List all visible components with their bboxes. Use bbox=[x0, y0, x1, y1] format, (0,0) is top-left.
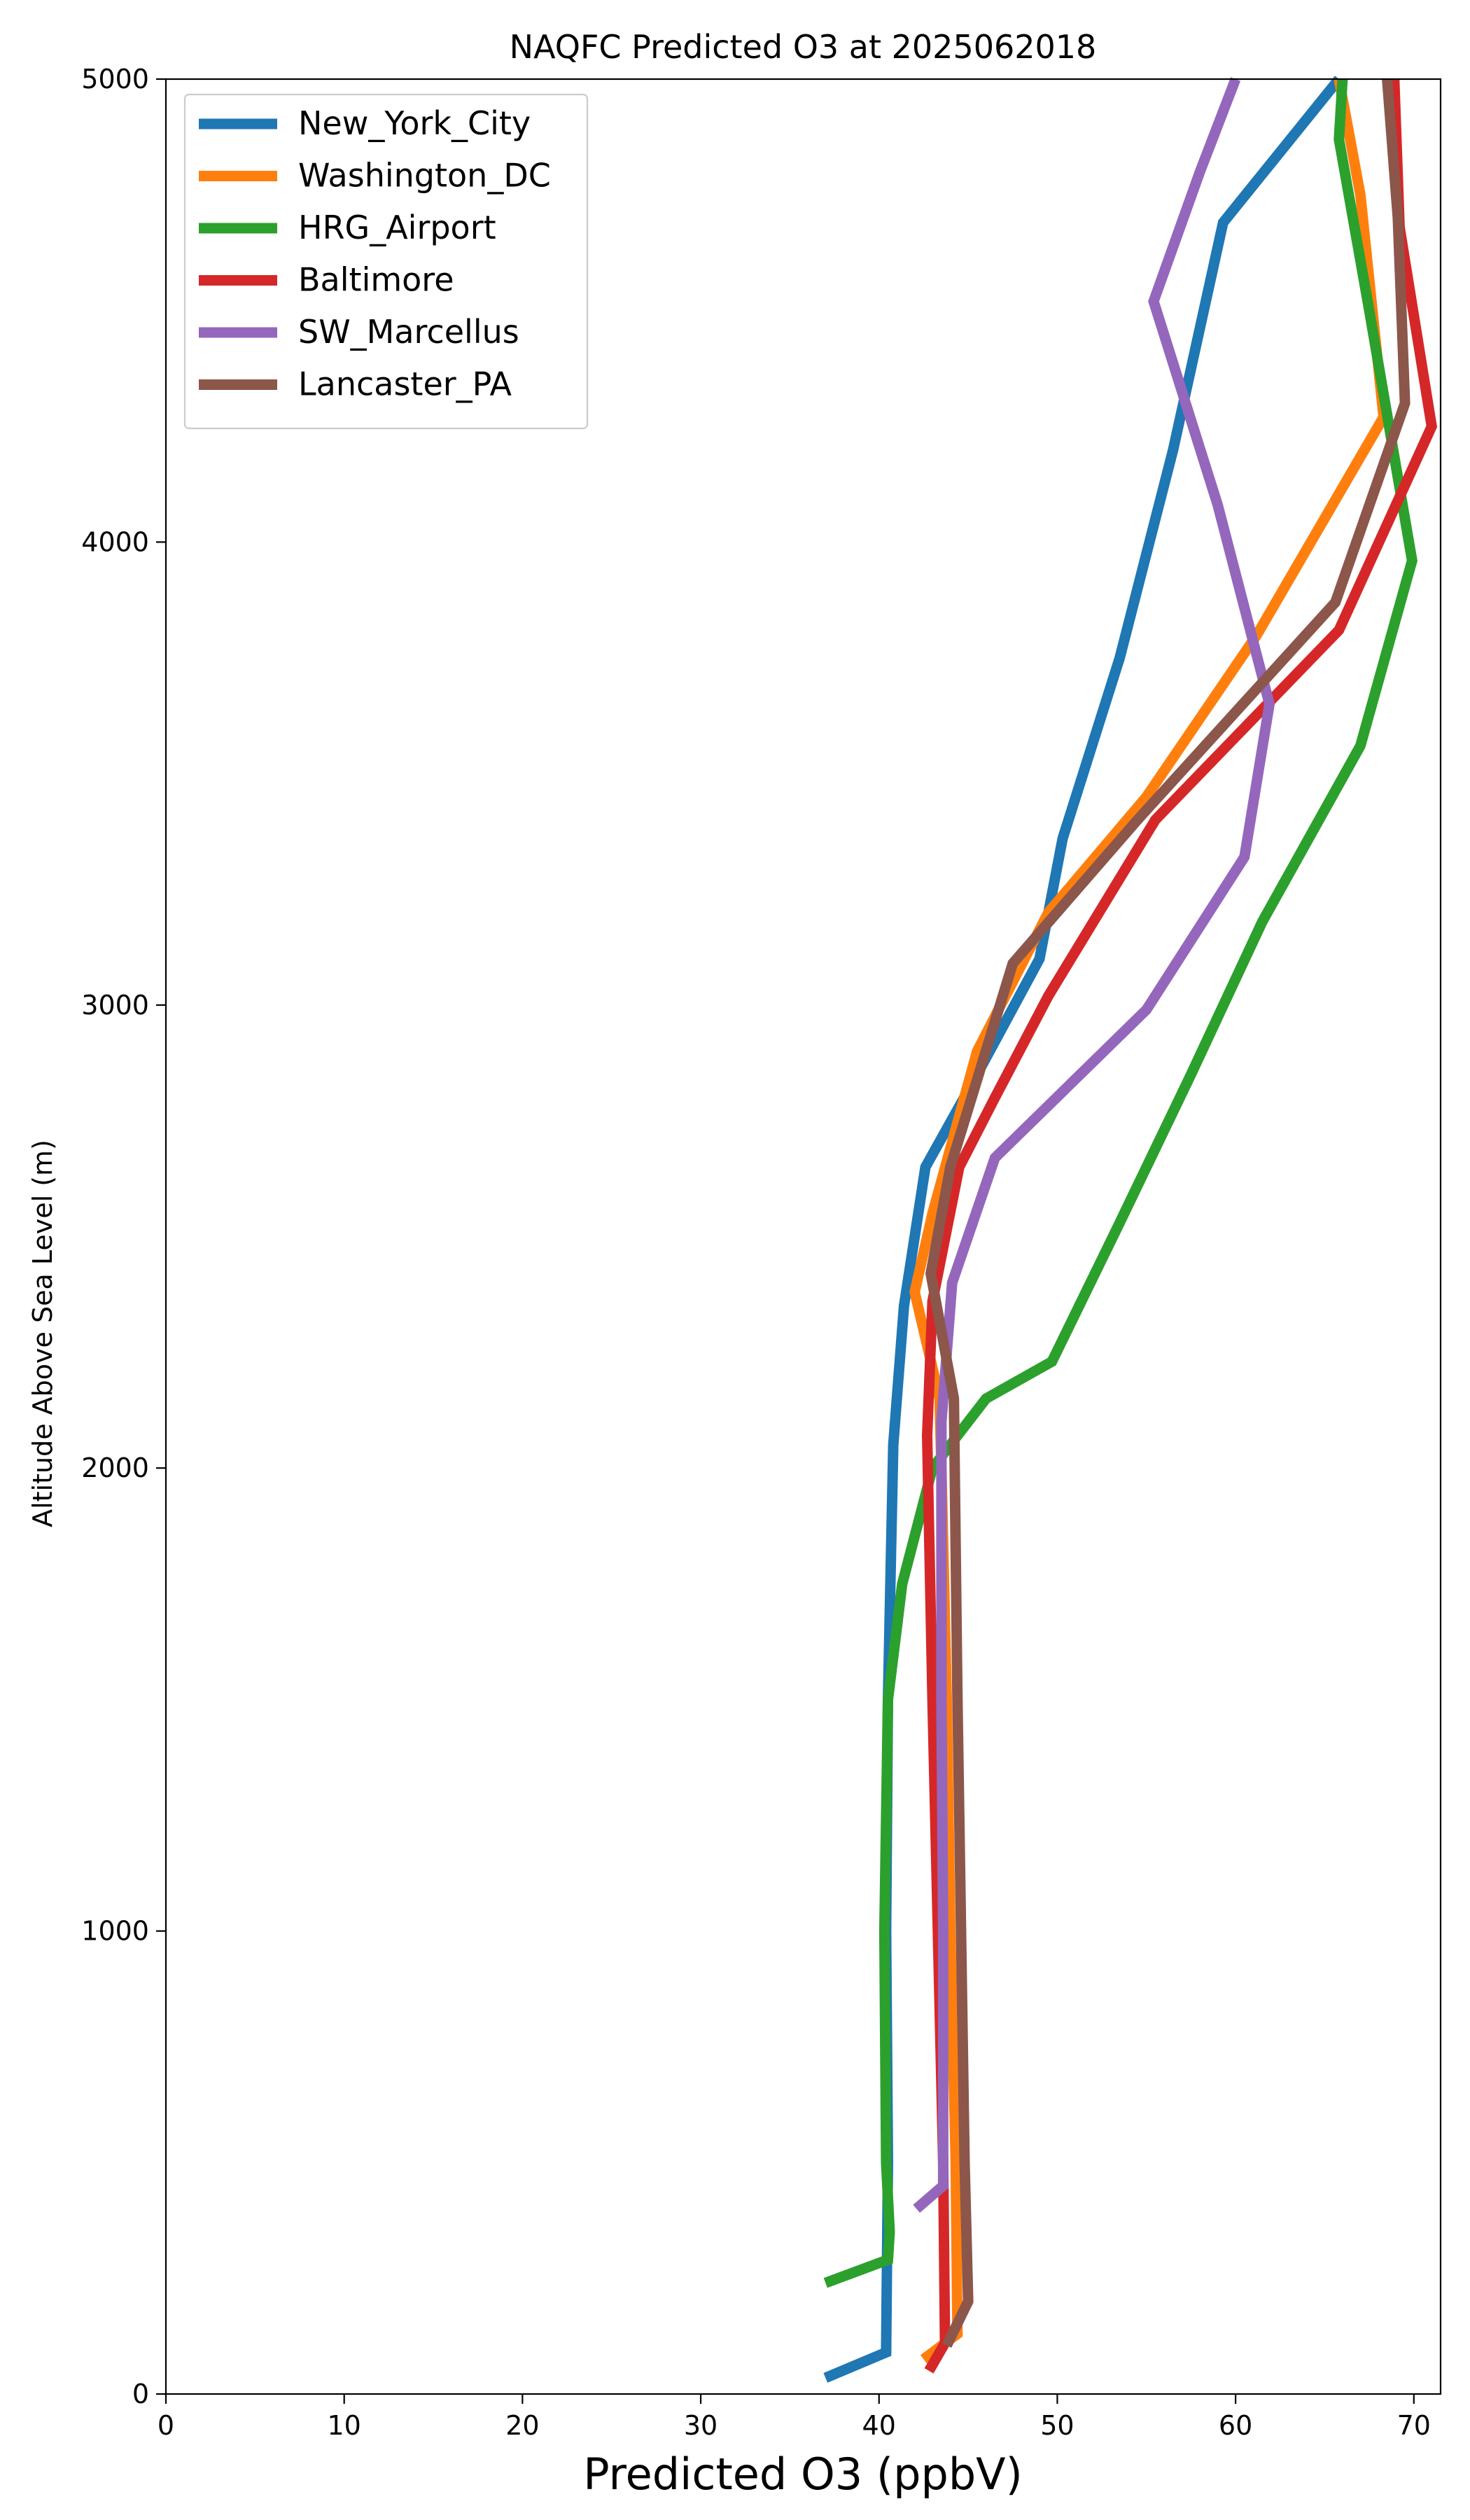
series-line-hrg_airport bbox=[823, 78, 1418, 2288]
y-tick-label: 4000 bbox=[81, 526, 149, 557]
legend-frame bbox=[183, 93, 589, 430]
y-tick-label: 2000 bbox=[81, 1452, 149, 1483]
x-tick-label: 20 bbox=[505, 2410, 539, 2441]
x-tick-label: 30 bbox=[684, 2410, 718, 2441]
series-line-lancaster_pa bbox=[925, 78, 1410, 2348]
x-axis-label: Predicted O3 (ppbV) bbox=[583, 2449, 1023, 2500]
legend-label-hrg_airport: HRG_Airport bbox=[298, 209, 496, 246]
x-tick-label: 70 bbox=[1397, 2410, 1431, 2441]
y-axis-label: Altitude Above Sea Level (m) bbox=[27, 1140, 58, 1527]
legend: New_York_City Washington_DC HRG_Airport Bal… bbox=[183, 93, 589, 430]
y-tick-label: 0 bbox=[132, 2379, 149, 2409]
x-tick-label: 60 bbox=[1219, 2410, 1252, 2441]
series-layer bbox=[823, 76, 1438, 2383]
x-tick-label: 10 bbox=[328, 2410, 361, 2441]
x-tick-label: 50 bbox=[1040, 2410, 1074, 2441]
legend-label-baltimore: Baltimore bbox=[298, 261, 454, 299]
series-line-sw_marcellus bbox=[913, 77, 1275, 2213]
axes-layer: 0 10 20 30 40 50 60 70 0 1000 2000 3000 4000 5000 bbox=[81, 64, 1442, 2441]
legend-label-washington_dc: Washington_DC bbox=[298, 157, 551, 195]
legend-label-lancaster_pa: Lancaster_PA bbox=[298, 365, 512, 403]
series-line-washington_dc bbox=[909, 78, 1390, 2364]
plot-frame bbox=[164, 78, 1442, 2395]
y-tick-label: 1000 bbox=[81, 1916, 149, 1947]
series-line-new_york_city bbox=[823, 76, 1343, 2383]
y-tick-label: 3000 bbox=[81, 990, 149, 1021]
x-tick-label: 40 bbox=[862, 2410, 896, 2441]
legend-label-new_york_city: New_York_City bbox=[298, 104, 531, 142]
chart-title: NAQFC Predicted O3 at 2025062018 bbox=[510, 28, 1097, 66]
x-tick-label: 0 bbox=[158, 2410, 174, 2441]
y-tick-label: 5000 bbox=[81, 64, 149, 94]
legend-label-sw_marcellus: SW_Marcellus bbox=[298, 313, 519, 351]
